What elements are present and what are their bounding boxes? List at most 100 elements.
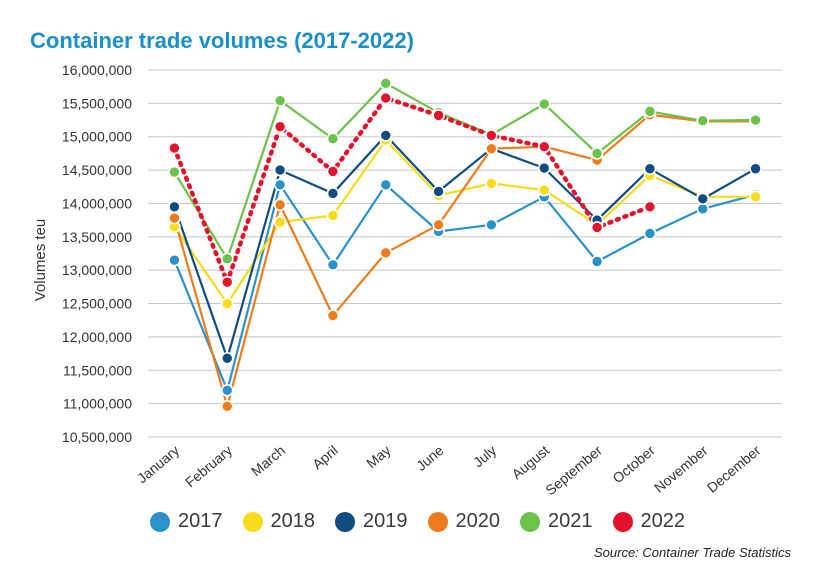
x-tick-label: December <box>704 442 764 496</box>
y-tick-label: 12,500,000 <box>62 296 132 312</box>
legend-swatch <box>150 511 170 532</box>
x-tick-label: September <box>542 442 605 498</box>
data-point-2022 <box>432 109 445 122</box>
data-point-2021 <box>168 165 181 179</box>
legend-item-2017: 2017 <box>150 510 223 533</box>
legend-label: 2018 <box>270 510 316 532</box>
data-point-2018 <box>485 177 498 190</box>
series-line-2019 <box>173 134 757 360</box>
data-point-2017 <box>643 227 657 240</box>
data-point-2021 <box>537 97 551 111</box>
legend: 2017 2018 2019 2020 2021 2022 <box>150 510 685 533</box>
x-tick-label: October <box>609 442 658 486</box>
data-point-2017 <box>590 255 604 268</box>
data-point-2020 <box>220 400 234 413</box>
y-axis-label: Volumes teu <box>32 219 49 302</box>
legend-swatch <box>335 511 355 532</box>
legend-swatch <box>242 511 263 532</box>
data-point-2021 <box>220 252 234 266</box>
legend-label: 2020 <box>455 510 501 532</box>
x-tick-label: April <box>309 442 341 472</box>
x-tick-label: November <box>651 442 711 496</box>
x-tick-label: May <box>363 442 394 471</box>
data-point-2022 <box>220 275 234 289</box>
y-tick-label: 16,000,000 <box>62 62 132 78</box>
data-point-2021 <box>590 147 604 160</box>
y-tick-label: 15,500,000 <box>62 95 132 111</box>
data-point-2022 <box>643 200 657 214</box>
y-tick-label: 14,000,000 <box>62 195 132 211</box>
data-point-2022 <box>326 165 340 178</box>
legend-item-2019: 2019 <box>335 510 408 533</box>
data-point-2017 <box>326 258 340 272</box>
series-markers <box>168 77 762 413</box>
y-tick-label: 13,500,000 <box>62 229 132 245</box>
data-point-2021 <box>696 114 710 128</box>
data-point-2019 <box>643 162 657 176</box>
data-point-2019 <box>749 162 762 176</box>
legend-label: 2022 <box>640 510 686 532</box>
x-tick-label: January <box>134 442 182 486</box>
data-point-2021 <box>749 113 762 127</box>
legend-label: 2017 <box>178 510 223 532</box>
data-point-2018 <box>273 215 287 229</box>
y-tick-label: 10,500,000 <box>62 429 132 445</box>
data-point-2022 <box>168 141 181 155</box>
data-point-2019 <box>432 185 445 198</box>
data-point-2021 <box>273 94 287 107</box>
data-point-2021 <box>643 105 657 118</box>
x-tick-label: July <box>470 442 499 470</box>
x-axis-ticks: January February March April May June July Augu… <box>134 442 764 498</box>
data-point-2017 <box>379 178 393 192</box>
y-tick-label: 13,000,000 <box>62 262 132 278</box>
data-point-2019 <box>696 192 710 206</box>
data-point-2019 <box>537 161 551 175</box>
legend-swatch <box>612 511 633 532</box>
data-point-2019 <box>326 187 340 200</box>
data-point-2017 <box>273 178 287 192</box>
data-point-2020 <box>379 246 393 260</box>
data-point-2022 <box>273 120 287 134</box>
data-point-2021 <box>379 77 393 90</box>
data-point-2022 <box>537 140 551 154</box>
data-point-2020 <box>485 142 498 156</box>
data-point-2017 <box>485 218 498 232</box>
series-lines <box>172 82 757 408</box>
legend-label: 2019 <box>363 510 408 532</box>
legend-item-2021: 2021 <box>520 510 593 533</box>
data-point-2018 <box>537 183 551 197</box>
data-point-2018 <box>326 209 340 222</box>
data-point-2020 <box>168 211 181 225</box>
data-point-2020 <box>273 198 287 212</box>
data-point-2020 <box>326 309 340 322</box>
legend-label: 2021 <box>548 510 593 532</box>
series-line-2017 <box>173 183 757 392</box>
x-tick-label: August <box>508 442 552 482</box>
data-point-2017 <box>220 383 234 397</box>
y-tick-label: 12,000,000 <box>62 329 132 345</box>
data-point-2018 <box>749 190 762 204</box>
legend-item-2018: 2018 <box>242 510 316 533</box>
y-tick-label: 11,500,000 <box>63 362 132 378</box>
data-point-2022 <box>485 129 498 142</box>
legend-item-2022: 2022 <box>612 510 686 533</box>
series-line-2022 <box>172 95 653 285</box>
data-point-2019 <box>168 200 181 214</box>
legend-swatch <box>520 511 540 532</box>
data-point-2021 <box>326 132 340 146</box>
legend-item-2020: 2020 <box>427 510 501 533</box>
series-line-2020 <box>173 113 757 408</box>
y-tick-label: 15,000,000 <box>62 129 132 145</box>
data-point-2022 <box>590 221 604 234</box>
source-note: Source: Container Trade Statistics <box>593 545 791 560</box>
data-point-2018 <box>220 297 234 310</box>
x-tick-label: March <box>248 442 288 479</box>
x-tick-label: June <box>413 442 447 474</box>
y-tick-label: 11,000,000 <box>63 396 132 412</box>
data-point-2022 <box>379 91 393 105</box>
data-point-2019 <box>220 351 234 365</box>
x-tick-label: February <box>182 442 235 490</box>
data-point-2017 <box>168 253 181 267</box>
data-point-2020 <box>432 218 445 232</box>
